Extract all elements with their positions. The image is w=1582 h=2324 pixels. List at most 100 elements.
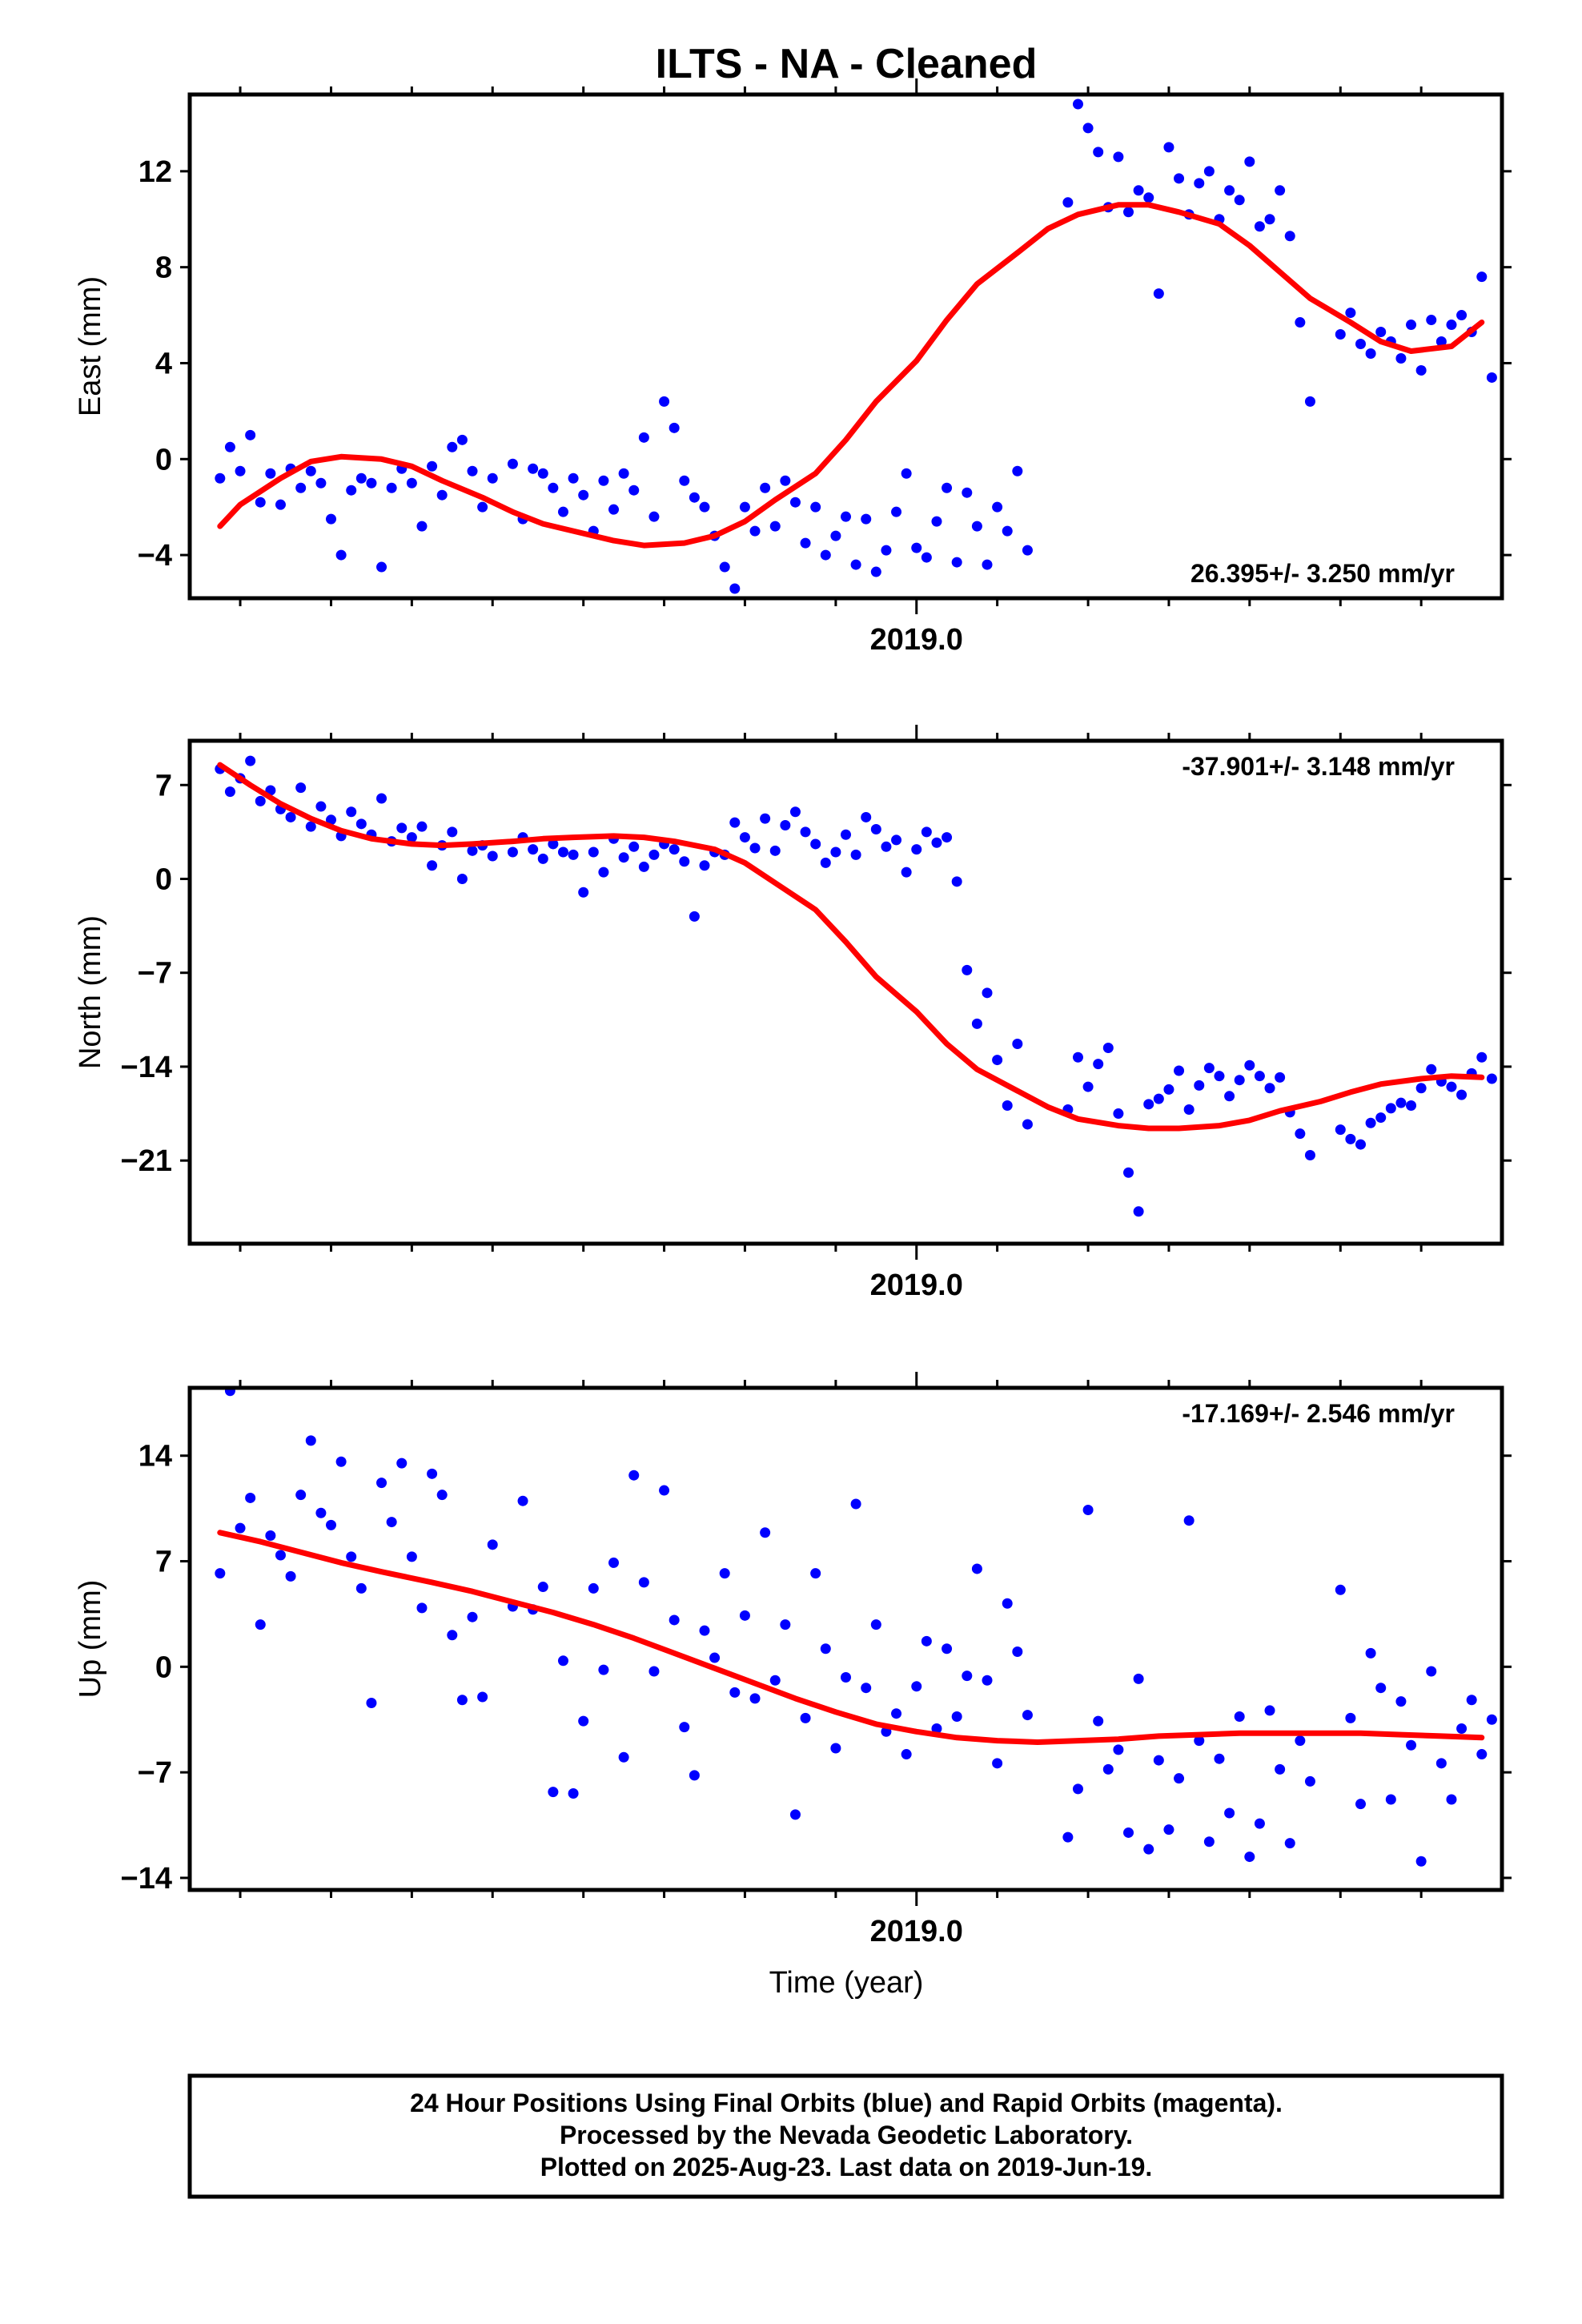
east-data-point [971, 521, 982, 532]
east-data-point [376, 561, 387, 573]
east-data-point [305, 465, 316, 476]
up-data-point [456, 1695, 468, 1706]
east-data-point [1174, 173, 1185, 184]
north-data-point [841, 829, 851, 840]
north-data-point [1183, 1104, 1195, 1116]
north-data-point [850, 849, 861, 860]
up-data-point [265, 1530, 276, 1542]
east-data-point [841, 511, 851, 522]
east-data-point [406, 477, 417, 489]
north-data-point [749, 842, 761, 854]
north-model-line [217, 762, 1485, 1132]
east-data-point [800, 537, 811, 549]
up-data-point [1163, 1824, 1174, 1835]
up-data-point [366, 1698, 377, 1709]
up-data-point [1194, 1735, 1205, 1747]
up-data-point [1012, 1647, 1023, 1658]
east-data-point [648, 511, 660, 522]
north-data-point [1244, 1059, 1255, 1071]
up-data-point [255, 1619, 266, 1630]
east-data-point [689, 492, 700, 503]
east-data-point [447, 441, 458, 452]
east-data-point [780, 475, 791, 486]
north-data-point [1335, 1124, 1346, 1136]
north-data-point [255, 795, 266, 806]
up-data-point [911, 1681, 922, 1692]
up-data-point [1153, 1755, 1164, 1766]
north-data-point [1355, 1139, 1366, 1150]
up-data-point [568, 1787, 579, 1799]
north-data-point [487, 850, 498, 862]
up-data-point [376, 1478, 387, 1489]
north-data-point [729, 817, 741, 828]
east-data-point [769, 521, 781, 532]
north-data-point [1275, 1072, 1286, 1083]
x-axis-label: Time (year) [769, 1966, 924, 2000]
north-data-point [1072, 1051, 1083, 1063]
north-y-axis-label: North (mm) [74, 915, 107, 1069]
north-data-point [628, 841, 640, 852]
north-panel: −21 −14 −7 0 7 2019.0 -37.901+/- 3.148 mm/yr No… [74, 725, 1512, 1302]
east-data-point [1113, 151, 1124, 163]
up-y-axis-label: Up (mm) [74, 1580, 107, 1699]
east-data-point [255, 497, 266, 508]
east-data-point [618, 468, 629, 479]
up-ytick-label: 14 [139, 1440, 172, 1474]
north-data-point [901, 866, 912, 878]
up-data-point [992, 1758, 1003, 1769]
up-data-point [1072, 1783, 1083, 1795]
north-data-point [921, 826, 932, 838]
up-data-point [608, 1557, 620, 1568]
east-data-point [992, 501, 1003, 513]
north-data-point [1254, 1071, 1265, 1082]
up-data-point [1264, 1705, 1275, 1716]
east-data-point [598, 475, 609, 486]
up-data-point [326, 1519, 337, 1530]
up-data-point [1295, 1735, 1306, 1747]
up-data-point [638, 1577, 649, 1588]
east-data-point [1406, 320, 1417, 331]
north-data-point [1174, 1065, 1185, 1076]
east-data-point [911, 542, 922, 553]
up-data-point [870, 1619, 881, 1630]
east-data-point [1395, 352, 1407, 364]
north-data-point [1012, 1038, 1023, 1049]
east-data-point [456, 434, 468, 445]
north-data-point [789, 806, 801, 818]
up-data-point [1335, 1584, 1346, 1595]
up-data-point [820, 1643, 831, 1655]
east-data-point [436, 489, 448, 501]
east-data-point [719, 561, 730, 573]
up-data-point [628, 1470, 640, 1481]
east-data-point [335, 549, 347, 561]
north-data-point [820, 857, 831, 868]
east-y-axis-label: East (mm) [74, 276, 107, 416]
east-data-point [1123, 207, 1134, 218]
east-data-point [1234, 195, 1245, 206]
east-data-point [1093, 147, 1104, 158]
north-ytick-label: −7 [138, 957, 172, 991]
east-data-point [1153, 288, 1164, 300]
east-data-point [679, 475, 690, 486]
up-data-point [315, 1507, 327, 1518]
up-data-point [689, 1770, 700, 1781]
north-data-point [861, 811, 872, 822]
up-data-point [1183, 1515, 1195, 1526]
north-data-point [669, 844, 680, 855]
east-data-point [1284, 231, 1295, 242]
north-frame [187, 738, 1504, 1246]
north-data-point [568, 849, 579, 860]
up-data-point [982, 1675, 993, 1686]
east-data-point [224, 441, 235, 452]
north-data-point [810, 838, 821, 850]
east-data-point [861, 513, 872, 525]
north-data-point [1203, 1063, 1215, 1074]
up-data-point [962, 1671, 973, 1682]
up-data-point [739, 1610, 750, 1621]
east-data-point [870, 566, 881, 577]
up-data-point [1456, 1723, 1468, 1735]
up-data-point [971, 1563, 982, 1574]
east-data-point [1335, 329, 1346, 340]
east-data-point [537, 468, 548, 479]
up-data-point [537, 1582, 548, 1593]
